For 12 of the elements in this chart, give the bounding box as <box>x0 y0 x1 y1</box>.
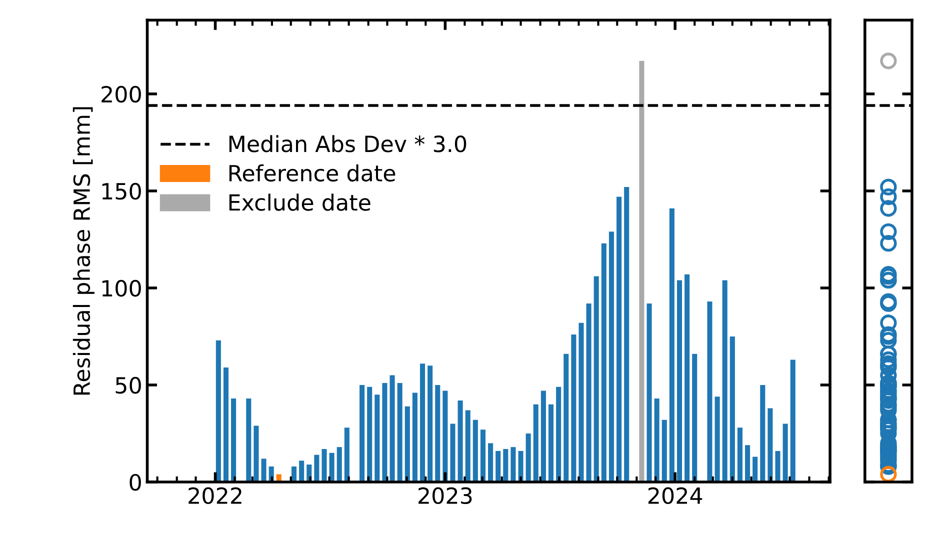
legend-label: Median Abs Dev * 3.0 <box>229 135 466 152</box>
y-tick-label: 50 <box>116 376 141 394</box>
x-tick-label: 2022 <box>188 487 242 504</box>
y-tick-label: 200 <box>102 86 141 103</box>
legend-label: Reference date <box>229 164 396 182</box>
legend-label: Exclude date <box>229 194 370 211</box>
y-tick-label: 0 <box>130 474 141 491</box>
y-tick-label: 150 <box>102 182 141 200</box>
x-tick-label: 2024 <box>648 487 702 504</box>
y-axis-title: Residual phase RMS [mm] <box>72 107 94 395</box>
x-tick-label: 2023 <box>418 487 472 504</box>
y-tick-label: 100 <box>102 280 141 297</box>
